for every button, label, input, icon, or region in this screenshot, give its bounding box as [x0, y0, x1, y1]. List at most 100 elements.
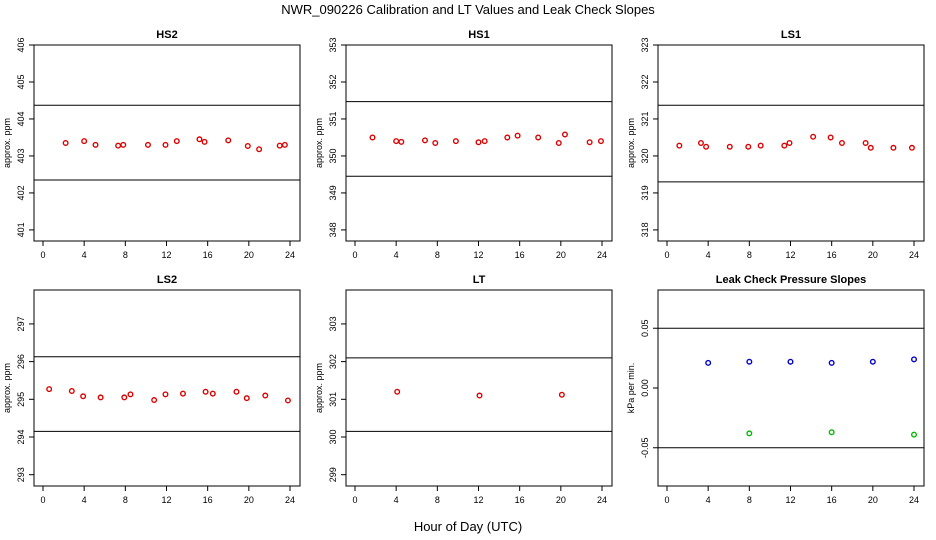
panel-title: Leak Check Pressure Slopes	[716, 274, 866, 286]
data-point	[276, 142, 283, 149]
data-point	[162, 141, 169, 148]
data-point	[746, 358, 753, 365]
y-tick-label: 296	[16, 354, 26, 369]
data-point	[201, 138, 208, 145]
x-tick-label: 4	[394, 250, 399, 260]
y-tick-label: 401	[16, 222, 26, 237]
x-tick-label: 20	[556, 495, 566, 505]
x-tick-label: 8	[123, 495, 128, 505]
plot-frame	[345, 289, 613, 487]
data-point	[705, 359, 712, 366]
y-tick-label: 299	[328, 467, 338, 482]
panel-title: LS1	[781, 29, 801, 41]
y-tick-label: 297	[16, 316, 26, 331]
y-tick-label: 293	[16, 467, 26, 482]
y-axis-label: approx. ppm	[314, 118, 324, 168]
data-point	[481, 138, 488, 145]
x-tick-label: 24	[285, 495, 295, 505]
panel-6: Leak Check Pressure Slopes 0 4 8 12 16 20 24 -0.…	[626, 274, 925, 505]
x-tick-label: 24	[909, 495, 919, 505]
y-tick-label: 318	[640, 222, 650, 237]
y-tick-label: 406	[16, 37, 26, 52]
x-tick-label: 8	[123, 250, 128, 260]
x-tick-label: 24	[597, 495, 607, 505]
data-point	[558, 391, 565, 398]
data-point	[398, 138, 405, 145]
plot-frame	[33, 289, 301, 487]
data-point	[726, 143, 733, 150]
data-point	[46, 386, 53, 393]
panel-1: HS2 0 4 8 12 16 20 24 401 402 403 404 405 406 approx. …	[2, 29, 301, 260]
x-tick-label: 20	[244, 495, 254, 505]
y-tick-label: -0.05	[640, 437, 650, 458]
panel-4: LS2 0 4 8 12 16 20 24 293 294 295 296 297 approx. ppm	[2, 274, 301, 505]
plot-frame	[657, 289, 925, 487]
x-tick-label: 8	[747, 495, 752, 505]
data-point	[911, 431, 918, 438]
x-tick-label: 12	[161, 250, 171, 260]
x-tick-label: 0	[352, 495, 357, 505]
y-axis-label: approx. ppm	[2, 118, 12, 168]
data-point	[393, 138, 400, 145]
data-point	[81, 138, 88, 145]
x-tick-label: 20	[868, 495, 878, 505]
data-point	[676, 142, 683, 149]
y-tick-label: 404	[16, 111, 26, 126]
y-axis-label: approx. ppm	[626, 118, 636, 168]
x-tick-label: 4	[82, 250, 87, 260]
x-tick-label: 12	[473, 495, 483, 505]
x-tick-label: 20	[244, 250, 254, 260]
data-point	[908, 144, 915, 151]
y-tick-label: 320	[640, 148, 650, 163]
y-tick-label: 294	[16, 429, 26, 444]
data-point	[697, 139, 704, 146]
x-tick-label: 20	[556, 250, 566, 260]
data-point	[97, 394, 104, 401]
data-point	[810, 133, 817, 140]
panel-3: LS1 0 4 8 12 16 20 24 318 319 320 321 322 323 approx. …	[626, 29, 925, 260]
y-tick-label: 302	[328, 354, 338, 369]
data-point	[284, 397, 291, 404]
data-point	[68, 388, 75, 395]
x-tick-label: 12	[785, 250, 795, 260]
x-tick-label: 8	[747, 250, 752, 260]
data-point	[890, 144, 897, 151]
data-point	[504, 134, 511, 141]
x-tick-label: 4	[394, 495, 399, 505]
panel-title: HS2	[156, 29, 177, 41]
y-tick-label: 295	[16, 392, 26, 407]
y-tick-label: 0.00	[640, 379, 650, 397]
panel-5: LT 0 4 8 12 16 20 24 299 300 301 302 303 approx. ppm	[314, 274, 613, 505]
data-point	[179, 390, 186, 397]
y-tick-label: 321	[640, 111, 650, 126]
y-tick-label: 303	[328, 316, 338, 331]
data-point	[475, 139, 482, 146]
data-point	[120, 141, 127, 148]
x-tick-label: 12	[785, 495, 795, 505]
y-tick-label: 319	[640, 185, 650, 200]
data-point	[173, 138, 180, 145]
data-point	[144, 141, 151, 148]
x-tick-label: 12	[473, 250, 483, 260]
x-tick-label: 16	[515, 250, 525, 260]
figure-xlabel: Hour of Day (UTC)	[414, 519, 522, 534]
y-tick-label: 349	[328, 185, 338, 200]
x-tick-label: 16	[827, 250, 837, 260]
data-point	[233, 388, 240, 395]
data-point	[281, 141, 288, 148]
data-point	[838, 139, 845, 146]
y-tick-label: 323	[640, 37, 650, 52]
x-tick-label: 8	[435, 495, 440, 505]
x-tick-label: 0	[40, 495, 45, 505]
data-point	[115, 142, 122, 149]
data-point	[127, 391, 134, 398]
y-tick-label: 300	[328, 429, 338, 444]
data-point	[911, 356, 918, 363]
x-tick-label: 0	[40, 250, 45, 260]
x-tick-label: 16	[203, 495, 213, 505]
data-point	[561, 131, 568, 138]
data-point	[243, 395, 250, 402]
data-point	[62, 139, 69, 146]
